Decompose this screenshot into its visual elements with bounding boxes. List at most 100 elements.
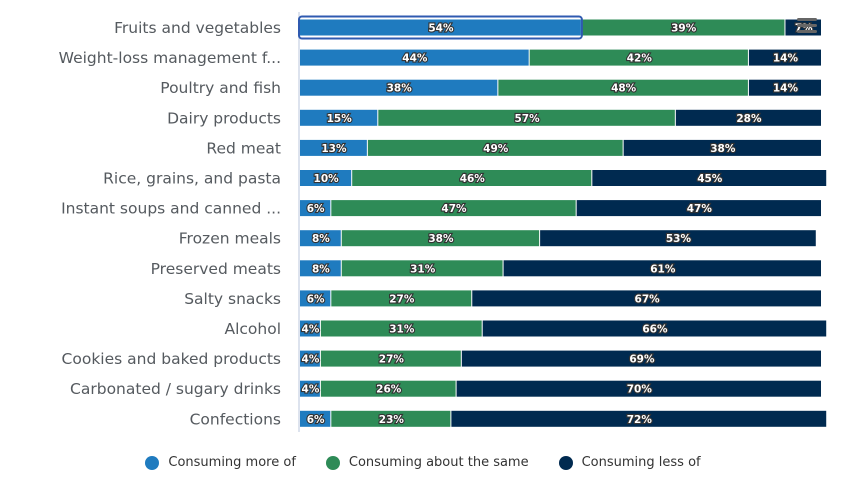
category-label: Salty snacks bbox=[184, 290, 281, 308]
bar-segment[interactable] bbox=[456, 380, 821, 397]
data-label: 42% bbox=[627, 53, 653, 65]
category-label: Poultry and fish bbox=[160, 79, 281, 97]
category-label: Preserved meats bbox=[151, 260, 281, 278]
bar-segment[interactable] bbox=[367, 139, 623, 156]
bar-segment[interactable] bbox=[540, 230, 816, 247]
bar-segment[interactable] bbox=[341, 260, 503, 277]
bar-segment[interactable] bbox=[529, 49, 748, 66]
data-label: 57% bbox=[514, 113, 540, 125]
bar-segment[interactable] bbox=[451, 410, 827, 427]
data-label: 4% bbox=[302, 384, 320, 396]
bar-segment[interactable] bbox=[581, 19, 785, 36]
data-label: 38% bbox=[387, 83, 413, 95]
bar-segment[interactable] bbox=[300, 200, 331, 217]
data-label: 4% bbox=[302, 324, 320, 336]
data-label: 27% bbox=[389, 293, 415, 305]
data-label: 53% bbox=[666, 233, 692, 245]
bar-segment[interactable] bbox=[300, 260, 341, 277]
category-label: Weight-loss management f... bbox=[59, 49, 281, 67]
bar-segment[interactable] bbox=[320, 380, 456, 397]
data-label: 69% bbox=[629, 354, 655, 366]
data-label: 46% bbox=[460, 173, 486, 185]
category-label: Instant soups and canned ... bbox=[61, 200, 281, 218]
data-label: 28% bbox=[736, 113, 762, 125]
bar-segment[interactable] bbox=[675, 109, 821, 126]
bar-segment[interactable] bbox=[300, 230, 341, 247]
bar-segment[interactable] bbox=[300, 170, 352, 186]
data-label: 39% bbox=[671, 23, 697, 35]
legend-item[interactable]: Consuming more of bbox=[145, 455, 296, 470]
data-label: 61% bbox=[650, 263, 676, 275]
category-label: Fruits and vegetables bbox=[114, 19, 281, 37]
data-label: 45% bbox=[697, 173, 723, 185]
data-label: 38% bbox=[428, 233, 454, 245]
data-label: 47% bbox=[441, 203, 467, 215]
data-label: 54% bbox=[428, 23, 454, 35]
bar-segment[interactable] bbox=[300, 290, 331, 307]
bar-segment[interactable] bbox=[331, 200, 576, 217]
category-label: Cookies and baked products bbox=[62, 350, 281, 368]
bar-segment[interactable] bbox=[331, 410, 451, 427]
data-label: 6% bbox=[307, 293, 325, 305]
data-label: 6% bbox=[307, 414, 325, 426]
legend-item[interactable]: Consuming less of bbox=[558, 455, 701, 470]
category-label: Red meat bbox=[206, 139, 281, 157]
bar-segment[interactable] bbox=[300, 109, 378, 126]
bar-segment[interactable] bbox=[592, 170, 827, 186]
data-label: 44% bbox=[402, 53, 428, 65]
bar-segment[interactable] bbox=[300, 139, 367, 156]
data-label: 6% bbox=[307, 203, 325, 215]
category-label: Rice, grains, and pasta bbox=[103, 170, 281, 188]
data-label: 8% bbox=[312, 233, 330, 245]
legend-item[interactable]: Consuming about the same bbox=[325, 455, 529, 470]
data-label: 38% bbox=[710, 143, 736, 155]
category-label: Confections bbox=[190, 410, 281, 428]
bar-segment[interactable] bbox=[320, 350, 461, 367]
data-label: 47% bbox=[687, 203, 713, 215]
data-label: 10% bbox=[314, 173, 340, 185]
bar-segment[interactable] bbox=[300, 410, 331, 427]
bar-segment[interactable] bbox=[623, 139, 821, 156]
bar-segment[interactable] bbox=[378, 109, 675, 126]
data-label: 27% bbox=[379, 354, 405, 366]
legend-label: Consuming more of bbox=[168, 455, 296, 470]
bar-segment[interactable] bbox=[341, 230, 540, 247]
bar-segment[interactable] bbox=[748, 49, 821, 66]
bar-segment[interactable] bbox=[300, 19, 581, 36]
legend-marker-icon bbox=[558, 455, 573, 470]
legend-label: Consuming about the same bbox=[348, 455, 529, 470]
data-label: 8% bbox=[312, 263, 330, 275]
category-label: Alcohol bbox=[224, 320, 281, 338]
hamburger-menu-icon[interactable] bbox=[797, 18, 817, 34]
data-label: 14% bbox=[773, 83, 799, 95]
bar-segment[interactable] bbox=[482, 320, 827, 337]
bar-segment[interactable] bbox=[748, 79, 821, 96]
data-label: 15% bbox=[327, 113, 353, 125]
bar-segment[interactable] bbox=[300, 49, 529, 66]
bar-segment[interactable] bbox=[461, 350, 821, 367]
category-label: Carbonated / sugary drinks bbox=[70, 380, 281, 398]
legend-label: Consuming less of bbox=[581, 455, 701, 470]
data-label: 49% bbox=[483, 143, 509, 155]
bar-segment[interactable] bbox=[300, 320, 320, 337]
data-label: 31% bbox=[389, 324, 415, 336]
bar-segment[interactable] bbox=[576, 200, 821, 217]
legend-marker-icon bbox=[145, 455, 160, 470]
bar-segment[interactable] bbox=[498, 79, 748, 96]
bar-segment[interactable] bbox=[300, 79, 498, 96]
bar-segment[interactable] bbox=[331, 290, 472, 307]
legend: Consuming more of Consuming about the sam… bbox=[0, 455, 846, 470]
data-label: 72% bbox=[627, 414, 653, 426]
data-label: 31% bbox=[410, 263, 436, 275]
data-label: 70% bbox=[627, 384, 653, 396]
bar-segment[interactable] bbox=[503, 260, 821, 277]
bar-segment[interactable] bbox=[300, 380, 320, 397]
data-label: 66% bbox=[642, 324, 668, 336]
bar-segment[interactable] bbox=[472, 290, 821, 307]
bar-segment[interactable] bbox=[320, 320, 482, 337]
bar-segment[interactable] bbox=[300, 350, 320, 367]
bar-segment[interactable] bbox=[352, 170, 592, 186]
value-labels: 54% 39% 7%44% 42% 14%38% 48% 14%15% 57% 28%13% 49… bbox=[300, 21, 814, 426]
highlight-layer bbox=[298, 15, 583, 40]
data-label: 48% bbox=[611, 83, 637, 95]
